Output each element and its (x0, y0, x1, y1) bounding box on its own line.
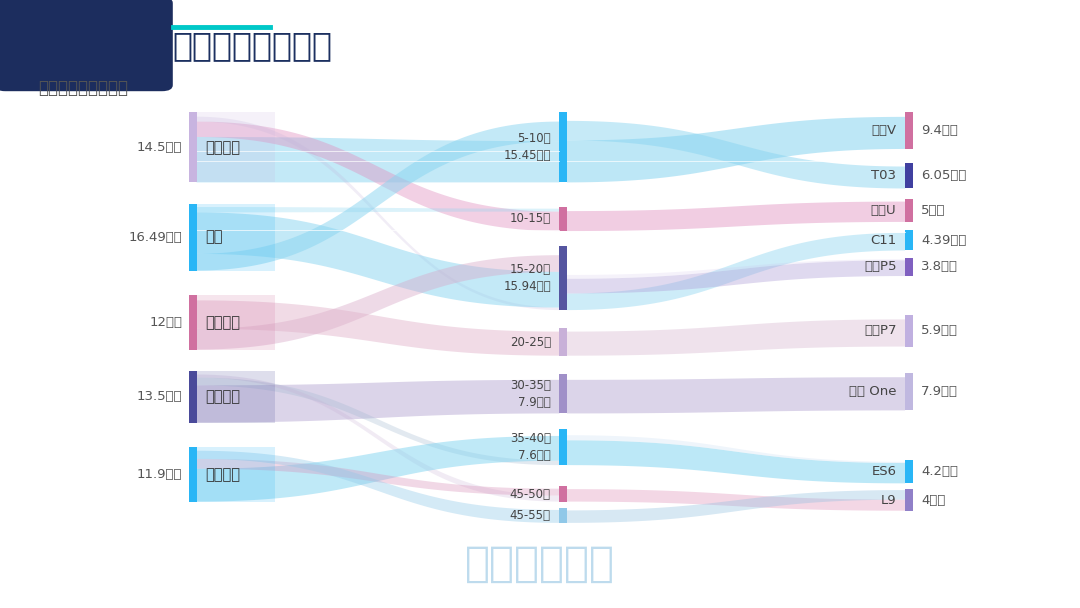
Polygon shape (567, 490, 905, 523)
Bar (189, 204, 275, 271)
Text: 理想 One: 理想 One (849, 385, 896, 398)
Bar (189, 295, 275, 350)
Bar (905, 460, 913, 483)
Text: L9: L9 (881, 494, 896, 506)
Text: 11.9万台: 11.9万台 (137, 468, 183, 481)
Polygon shape (567, 233, 905, 310)
Text: 16.49万台: 16.49万台 (129, 230, 183, 244)
Text: 4.39万台: 4.39万台 (921, 234, 967, 247)
Polygon shape (567, 319, 905, 356)
Polygon shape (197, 380, 559, 423)
Text: 9.4万台: 9.4万台 (921, 124, 958, 137)
Text: 35-40万
7.6万台: 35-40万 7.6万台 (510, 432, 551, 462)
Bar (559, 508, 567, 523)
Polygon shape (197, 117, 559, 310)
Text: 新势力价位段对比: 新势力价位段对比 (173, 29, 333, 62)
Bar (189, 447, 197, 502)
Text: T03: T03 (872, 169, 896, 182)
Text: 4.2万台: 4.2万台 (921, 465, 958, 478)
Text: 汽车电子设计: 汽车电子设计 (465, 543, 615, 586)
Text: 哪吒U: 哪吒U (870, 204, 896, 217)
Polygon shape (197, 122, 559, 271)
FancyBboxPatch shape (0, 0, 173, 91)
Polygon shape (567, 260, 905, 294)
Text: 哪吒汽车: 哪吒汽车 (205, 140, 240, 155)
Polygon shape (567, 117, 905, 182)
Polygon shape (567, 435, 905, 463)
Bar (559, 328, 567, 356)
Bar (559, 207, 567, 231)
Polygon shape (197, 375, 559, 502)
Bar (189, 371, 197, 423)
Polygon shape (197, 436, 559, 502)
Polygon shape (567, 259, 905, 279)
Polygon shape (197, 378, 559, 465)
Text: 5.9万台: 5.9万台 (921, 324, 958, 337)
Text: 14.5万台: 14.5万台 (137, 141, 183, 154)
Polygon shape (197, 255, 559, 350)
Bar (559, 246, 567, 310)
Bar (189, 447, 275, 502)
Text: 不同企业的差异对比: 不同企业的差异对比 (38, 79, 127, 97)
Text: 哪吒V: 哪吒V (872, 124, 896, 137)
Text: 10-15万: 10-15万 (510, 212, 551, 226)
Polygon shape (567, 440, 905, 483)
Polygon shape (567, 121, 905, 188)
Text: 小鹏汽车: 小鹏汽车 (205, 315, 240, 330)
Text: 15-20万
15.94万台: 15-20万 15.94万台 (503, 263, 551, 293)
Polygon shape (567, 202, 905, 231)
Polygon shape (197, 137, 559, 182)
Bar (189, 112, 197, 182)
Bar (189, 204, 197, 271)
Text: C11: C11 (870, 234, 896, 247)
Text: 45-50万: 45-50万 (510, 488, 551, 500)
Text: 7.9万台: 7.9万台 (921, 385, 958, 398)
Polygon shape (567, 377, 905, 413)
Polygon shape (197, 207, 559, 212)
Bar (905, 199, 913, 222)
Text: 12万台: 12万台 (149, 316, 183, 329)
Text: 5-10万
15.45万台: 5-10万 15.45万台 (503, 133, 551, 162)
Text: 20-25万: 20-25万 (510, 336, 551, 348)
Text: ES6: ES6 (872, 465, 896, 478)
Polygon shape (197, 212, 559, 308)
Text: 蔗来汽车: 蔗来汽车 (205, 467, 240, 482)
Bar (559, 429, 567, 465)
Text: 小鹏P7: 小鹏P7 (864, 324, 896, 337)
Polygon shape (197, 122, 559, 231)
Text: 小鹏P5: 小鹏P5 (864, 260, 896, 274)
Text: 5万台: 5万台 (921, 204, 946, 217)
Text: 30-35万
7.9万台: 30-35万 7.9万台 (510, 379, 551, 409)
Text: 理想汽车: 理想汽车 (205, 389, 240, 404)
Bar (559, 486, 567, 502)
Bar (905, 230, 913, 250)
Polygon shape (197, 451, 559, 523)
Bar (559, 112, 567, 182)
Bar (189, 295, 197, 350)
Text: 6.05万台: 6.05万台 (921, 169, 967, 182)
Bar (905, 489, 913, 511)
Bar (189, 371, 275, 423)
Text: 13.5万台: 13.5万台 (137, 390, 183, 403)
Polygon shape (197, 300, 559, 356)
Text: 45-55万: 45-55万 (510, 509, 551, 522)
Text: 4万台: 4万台 (921, 494, 946, 506)
Text: 零跑: 零跑 (205, 230, 222, 244)
Bar (905, 373, 913, 410)
Polygon shape (567, 489, 905, 511)
Bar (905, 258, 913, 276)
Bar (559, 374, 567, 413)
Bar (189, 112, 275, 182)
Bar (905, 112, 913, 149)
Text: 3.8万台: 3.8万台 (921, 260, 958, 274)
Bar (905, 163, 913, 188)
Bar (905, 315, 913, 347)
Polygon shape (197, 459, 559, 496)
